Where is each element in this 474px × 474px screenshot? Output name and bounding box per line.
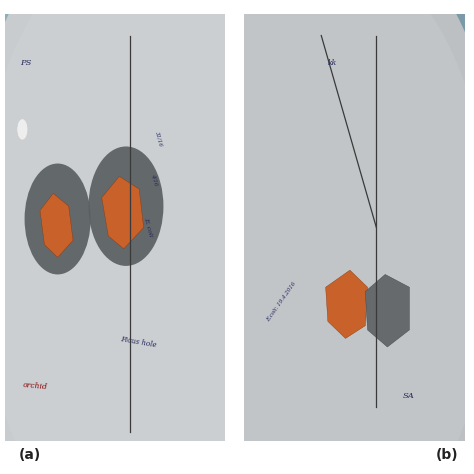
Ellipse shape [25, 164, 91, 274]
Circle shape [17, 119, 28, 140]
Polygon shape [365, 274, 410, 347]
Text: 31/16: 31/16 [155, 131, 164, 147]
Text: orchid: orchid [22, 382, 48, 392]
Text: 4/16: 4/16 [150, 173, 158, 186]
Circle shape [0, 0, 309, 474]
Text: Ficus hole: Ficus hole [119, 335, 157, 349]
Polygon shape [102, 176, 144, 249]
Text: kk: kk [328, 59, 337, 67]
Text: E.coli: 19.4.2016: E.coli: 19.4.2016 [266, 281, 297, 322]
Polygon shape [326, 270, 367, 338]
FancyBboxPatch shape [5, 14, 225, 441]
Text: (a): (a) [19, 448, 41, 462]
Text: SA: SA [403, 392, 415, 400]
Circle shape [182, 0, 474, 474]
FancyBboxPatch shape [244, 14, 465, 441]
Circle shape [0, 0, 288, 474]
Text: PS: PS [20, 59, 32, 67]
Text: E. coli: E. coli [144, 217, 154, 237]
Ellipse shape [89, 146, 164, 266]
Text: (b): (b) [436, 448, 459, 462]
Polygon shape [40, 193, 73, 257]
Circle shape [160, 0, 474, 474]
